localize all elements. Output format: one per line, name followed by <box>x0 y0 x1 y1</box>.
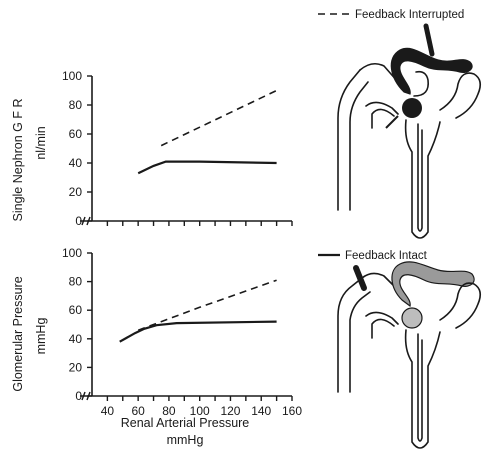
distal-convolution-2 <box>439 282 482 329</box>
x-tick-label-80: 80 <box>162 404 176 418</box>
collecting-duct-left-inner-2 <box>349 291 371 393</box>
loop-of-henle-inner-2 <box>417 333 423 442</box>
loop-of-henle-outer-2 <box>404 329 441 449</box>
nephron-diagram-interrupted <box>337 23 482 239</box>
distal-convolution <box>439 72 482 119</box>
gfr-y-axis-title: Single Nephron G F R <box>11 99 25 222</box>
pressure-y-tick-label-40: 40 <box>69 332 83 346</box>
gfr-y-tick-label-0: 0 <box>75 214 82 228</box>
nephron-diagram-intact <box>337 261 482 449</box>
legend-intact-label: Feedback Intact <box>345 250 428 262</box>
legend-intact: Feedback Intact <box>318 250 428 262</box>
x-tick-label-140: 140 <box>251 404 271 418</box>
gfr-y-axis-units: nl/min <box>34 126 48 159</box>
glomerulus-2 <box>401 307 423 329</box>
gfr-y-tick-label-100: 100 <box>62 69 82 83</box>
pressure-series-feedback-intact <box>119 320 277 343</box>
proximal-convolution <box>413 70 430 97</box>
collecting-duct-left-2 <box>337 277 363 393</box>
gfr-series-feedback-intact <box>137 160 277 175</box>
loop-of-henle-outer <box>404 119 441 239</box>
juxtaglomerular-branch <box>365 101 399 129</box>
glomerular-pressure-chart: Glomerular Pressure mmHg Renal Arterial … <box>11 246 302 447</box>
gfr-series-feedback-interrupted <box>160 89 277 147</box>
x-tick-label-100: 100 <box>190 404 210 418</box>
collecting-duct-left-inner <box>349 81 369 211</box>
pressure-y-tick-label-0: 0 <box>75 389 82 403</box>
x-axis-title: Renal Arterial Pressure <box>121 416 250 430</box>
legend-interrupted: Feedback Interrupted <box>318 9 464 21</box>
gfr-y-tick-label-60: 60 <box>69 127 83 141</box>
x-tick-label-60: 60 <box>131 404 145 418</box>
gfr-y-tick-label-20: 20 <box>69 185 83 199</box>
pressure-y-axis-units: mmHg <box>34 318 48 355</box>
pressure-axis-break-1 <box>81 391 86 401</box>
pressure-y-tick-label-80: 80 <box>69 275 83 289</box>
gfr-axis-break-1 <box>81 216 86 226</box>
pressure-y-axis-title: Glomerular Pressure <box>11 276 25 391</box>
x-tick-label-40: 40 <box>101 404 115 418</box>
afferent-arteriole-2 <box>361 272 399 291</box>
glomerulus <box>402 98 422 118</box>
gfr-chart: Single Nephron G F R nl/min 0 20 40 60 80 100 <box>11 69 293 228</box>
pressure-y-tick-label-60: 60 <box>69 303 83 317</box>
feedback-tube-2 <box>353 265 367 291</box>
pressure-y-tick-label-20: 20 <box>69 360 83 374</box>
proximal-tubule-2 <box>391 261 475 308</box>
afferent-arteriole <box>359 62 399 83</box>
feedback-tube <box>423 23 435 57</box>
x-axis-units: mmHg <box>167 433 204 447</box>
loop-of-henle-inner <box>417 123 423 232</box>
x-tick-label-160: 160 <box>282 404 302 418</box>
legend-interrupted-label: Feedback Interrupted <box>355 9 464 21</box>
juxtaglomerular-branch-2 <box>365 311 399 339</box>
gfr-y-tick-label-40: 40 <box>69 156 83 170</box>
efferent-mark <box>385 115 399 129</box>
gfr-y-tick-label-80: 80 <box>69 98 83 112</box>
pressure-y-tick-label-100: 100 <box>62 246 82 260</box>
collecting-duct-left <box>337 69 361 211</box>
proximal-tubule <box>390 47 473 95</box>
x-tick-label-120: 120 <box>220 404 240 418</box>
pressure-series-feedback-interrupted <box>137 279 277 331</box>
